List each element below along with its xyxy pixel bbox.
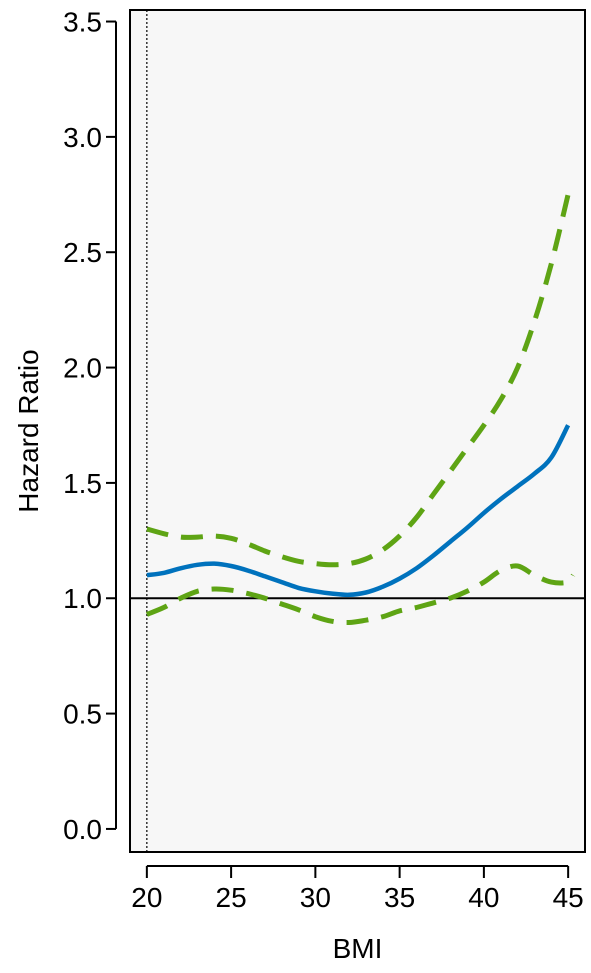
- y-tick-label: 2.5: [63, 237, 102, 268]
- y-tick-label: 1.5: [63, 468, 102, 499]
- series-line-estimate: [146, 424, 571, 598]
- y-tick-label: 3.0: [63, 122, 102, 153]
- x-tick-label: 25: [216, 882, 247, 913]
- y-tick-label: 0.5: [63, 699, 102, 730]
- x-tick-label: 40: [468, 882, 499, 913]
- series-line-ci-lower: [145, 563, 576, 626]
- y-tick-label: 1.0: [63, 583, 102, 614]
- y-tick-label: 0.0: [63, 814, 102, 845]
- series-line-ci-upper: [146, 193, 571, 568]
- x-axis-title: BMI: [333, 933, 383, 964]
- y-tick-label: 3.5: [63, 7, 102, 38]
- x-tick-label: 30: [300, 882, 331, 913]
- y-axis-title: Hazard Ratio: [13, 349, 44, 512]
- plot-area: [130, 10, 585, 852]
- x-tick-label: 45: [553, 882, 584, 913]
- plot-frame: [129, 9, 586, 853]
- x-tick-label: 35: [384, 882, 415, 913]
- x-tick-label: 20: [131, 882, 162, 913]
- y-tick-label: 2.0: [63, 353, 102, 384]
